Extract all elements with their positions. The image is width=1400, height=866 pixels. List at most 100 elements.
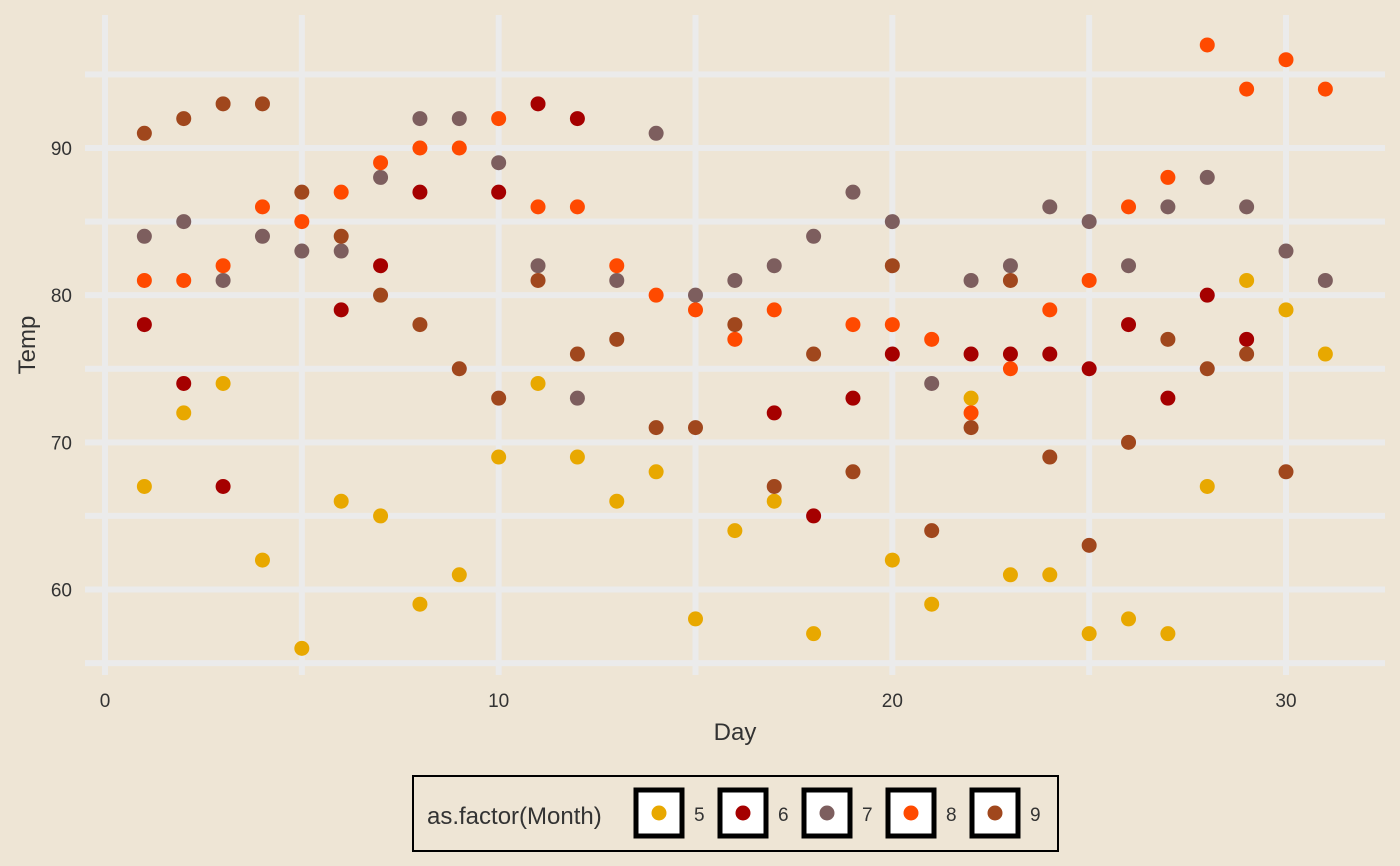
data-point-month-8 <box>333 184 349 200</box>
data-point-month-5 <box>727 523 743 539</box>
data-point-month-5 <box>1199 478 1215 494</box>
data-point-month-8 <box>688 302 703 318</box>
data-point-month-5 <box>215 375 231 391</box>
data-point-month-8 <box>1121 199 1137 215</box>
data-point-month-9 <box>727 317 743 333</box>
data-point-month-9 <box>491 390 507 406</box>
data-point-month-9 <box>530 272 546 288</box>
data-point-month-7 <box>373 169 389 185</box>
data-point-month-7 <box>688 287 703 303</box>
data-point-month-8 <box>727 331 743 347</box>
data-point-month-7 <box>1160 199 1176 215</box>
x-axis-title: Day <box>714 719 757 746</box>
data-point-month-6 <box>491 184 507 200</box>
data-point-month-9 <box>1121 434 1137 450</box>
data-point-month-8 <box>176 272 192 288</box>
data-point-month-5 <box>530 375 546 391</box>
data-point-month-7 <box>1278 243 1294 259</box>
data-point-month-8 <box>609 258 625 274</box>
legend-keys: 5 6 7 8 9 <box>633 787 1041 839</box>
legend-key-point <box>903 805 919 821</box>
data-point-month-7 <box>176 214 192 230</box>
data-point-month-9 <box>845 464 861 480</box>
data-point-month-6 <box>412 184 428 200</box>
data-point-month-9 <box>1160 331 1176 347</box>
data-point-month-9 <box>688 420 703 436</box>
data-point-month-8 <box>412 140 428 156</box>
data-point-month-8 <box>530 199 546 215</box>
data-point-month-5 <box>1278 302 1294 318</box>
data-point-month-7 <box>924 375 940 391</box>
data-point-month-7 <box>648 125 664 141</box>
data-point-month-7 <box>1042 199 1058 215</box>
data-point-month-8 <box>1317 81 1333 97</box>
data-point-month-6 <box>1002 346 1018 362</box>
data-point-month-5 <box>1002 567 1018 583</box>
legend-key-point <box>735 805 751 821</box>
data-point-month-6 <box>1081 361 1097 377</box>
data-point-month-5 <box>766 493 782 509</box>
data-point-month-7 <box>1199 169 1215 185</box>
data-point-month-5 <box>1042 567 1058 583</box>
data-point-month-7 <box>609 272 625 288</box>
y-tick-label: 60 <box>51 581 72 602</box>
data-point-month-5 <box>491 449 507 465</box>
y-tick-label: 70 <box>51 433 72 454</box>
data-point-month-9 <box>136 125 152 141</box>
data-point-month-5 <box>1081 626 1097 642</box>
data-point-month-6 <box>766 405 782 421</box>
data-point-month-7 <box>491 155 507 171</box>
data-point-month-6 <box>215 478 231 494</box>
data-point-month-9 <box>254 96 270 112</box>
data-point-month-5 <box>609 493 625 509</box>
data-point-month-8 <box>648 287 664 303</box>
data-point-month-8 <box>1042 302 1058 318</box>
data-point-month-9 <box>215 96 231 112</box>
data-point-month-7 <box>215 272 231 288</box>
data-point-month-8 <box>569 199 585 215</box>
data-point-month-8 <box>491 111 507 127</box>
y-tick-label: 90 <box>51 139 72 160</box>
data-point-month-6 <box>806 508 822 524</box>
data-point-month-7 <box>569 390 585 406</box>
data-point-month-8 <box>1278 52 1294 68</box>
data-point-month-6 <box>845 390 861 406</box>
x-axis-tick-labels: 0 10 20 30 <box>100 691 1297 712</box>
data-point-month-6 <box>963 346 979 362</box>
data-point-month-9 <box>412 317 428 333</box>
data-point-month-7 <box>333 243 349 259</box>
data-point-month-6 <box>1199 287 1215 303</box>
data-point-month-9 <box>806 346 822 362</box>
data-point-month-8 <box>254 199 270 215</box>
data-point-month-5 <box>294 640 310 656</box>
data-point-month-9 <box>451 361 467 377</box>
data-point-month-6 <box>1042 346 1058 362</box>
data-point-month-6 <box>373 258 389 274</box>
data-point-month-5 <box>1317 346 1333 362</box>
data-point-month-5 <box>806 626 822 642</box>
legend-item-8: 8 <box>885 787 957 839</box>
legend-key-point <box>987 805 1003 821</box>
legend-label: 5 <box>694 805 705 826</box>
data-point-month-7 <box>530 258 546 274</box>
data-point-month-6 <box>569 111 585 127</box>
data-point-month-9 <box>333 228 349 244</box>
data-points <box>136 37 1333 656</box>
legend-key-point <box>819 805 835 821</box>
data-point-month-8 <box>1239 81 1255 97</box>
data-point-month-8 <box>215 258 231 274</box>
data-point-month-5 <box>254 552 270 568</box>
data-point-month-5 <box>648 464 664 480</box>
legend-title: as.factor(Month) <box>427 803 602 830</box>
data-point-month-9 <box>1239 346 1255 362</box>
data-point-month-5 <box>924 596 940 612</box>
data-point-month-8 <box>884 317 900 333</box>
y-axis-tick-labels: 60 70 80 90 <box>51 139 72 602</box>
data-point-month-9 <box>1002 272 1018 288</box>
data-point-month-9 <box>1278 464 1294 480</box>
data-point-month-9 <box>963 420 979 436</box>
data-point-month-9 <box>766 478 782 494</box>
data-point-month-9 <box>884 258 900 274</box>
x-tick-label: 30 <box>1275 691 1296 712</box>
